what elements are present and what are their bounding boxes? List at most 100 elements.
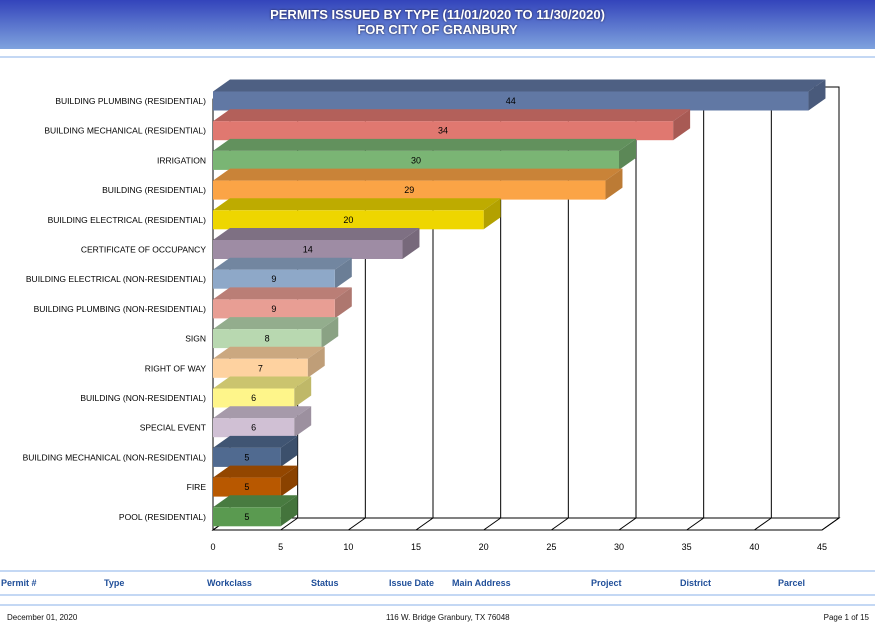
bar-value-label: 7 [258,363,263,373]
floor-gridline [483,517,501,531]
bar-value-label: 5 [244,512,249,522]
category-label: BUILDING ELECTRICAL (NON-RESIDENTIAL) [26,274,206,284]
bar-value-label: 14 [303,245,313,255]
permits-bar-chart: 0 5 10 15 20 25 30 35 40 45 44 BUILDING PLUMBING (R… [23,79,841,552]
bar [213,180,606,200]
bar-top [213,287,352,300]
bar-top [213,376,312,389]
bar-side [280,435,298,467]
bar-top [213,168,623,181]
col-type: Type [104,578,125,588]
bar-side [402,228,420,259]
bar [213,447,281,467]
bar-value-label: 20 [343,215,353,225]
bar-side [483,198,501,230]
report-title-line1: PERMITS ISSUED BY TYPE (11/01/2020 TO 11… [270,7,605,22]
bar [213,418,295,438]
bar [213,150,619,170]
bar [213,299,335,319]
bar-top [213,109,691,122]
bar-top [213,317,339,330]
bar [213,477,281,497]
bar-side [280,495,298,527]
divider [0,594,875,596]
bar-top [213,138,636,151]
divider [0,570,875,572]
footer-address: 116 W. Bridge Granbury, TX 76048 [386,613,510,622]
bar-value-label: 5 [244,482,249,492]
col-issue-date: Issue Date [389,578,435,588]
col-parcel: Parcel [778,578,806,588]
category-label: SPECIAL EVENT [140,423,206,433]
bar [213,121,674,141]
col-project: Project [591,578,622,588]
category-label: IRRIGATION [157,155,206,165]
x-tick-label: 35 [682,542,692,552]
col-workclass: Workclass [207,578,252,588]
bar-side [673,109,691,141]
bar [213,240,403,259]
bar-value-label: 34 [438,126,448,136]
floor-gridline [348,517,366,531]
bar-value-label: 6 [251,423,256,433]
bar-top [213,198,501,211]
bar-value-label: 30 [411,155,421,165]
x-tick-label: 10 [343,542,353,552]
x-tick-label: 40 [749,542,759,552]
category-label: BUILDING (RESIDENTIAL) [102,185,206,195]
category-label: BUILDING PLUMBING (NON-RESIDENTIAL) [34,304,207,314]
bar-top [213,435,298,448]
category-label: BUILDING (NON-RESIDENTIAL) [80,393,206,403]
bar-value-label: 9 [271,274,276,284]
bar [213,358,308,378]
bar-top [213,465,298,478]
floor [211,517,841,531]
bar-side [280,465,298,497]
bar-side [334,257,352,289]
footer-date: December 01, 2020 [7,613,78,622]
x-tick-label: 30 [614,542,624,552]
bar [213,91,809,111]
bar-value-label: 44 [506,96,516,106]
category-label: BUILDING MECHANICAL (NON-RESIDENTIAL) [23,452,207,462]
footer-page: Page 1 of 15 [823,613,869,622]
report-header: PERMITS ISSUED BY TYPE (11/01/2020 TO 11… [0,0,875,49]
bar-value-label: 29 [404,185,414,195]
floor-gridline [551,517,569,531]
bar [213,269,335,289]
bar-top [213,346,325,359]
floor-gridline [754,517,772,531]
bar-value-label: 6 [251,393,256,403]
bar-side [294,406,312,438]
floor-gridline [415,517,434,531]
col-status: Status [311,578,339,588]
bar-top [213,406,312,419]
floor-gridline [280,517,298,531]
category-label: BUILDING PLUMBING (RESIDENTIAL) [55,96,206,106]
bar-top [213,495,298,508]
bar-top [213,228,420,240]
bar [213,210,484,230]
bar [213,507,281,527]
category-label: BUILDING MECHANICAL (RESIDENTIAL) [44,126,206,136]
bar [213,329,322,349]
x-tick-label: 15 [411,542,421,552]
bar-top [213,79,826,92]
col-main-address: Main Address [452,578,511,588]
bar-side [321,317,339,349]
x-tick-label: 0 [210,542,215,552]
col-district: District [680,578,712,588]
report-title-line2: FOR CITY OF GRANBURY [357,22,518,37]
bar-side [605,168,623,200]
category-label: CERTIFICATE OF OCCUPANCY [81,245,206,255]
bar-value-label: 8 [265,334,270,344]
bar-side [334,287,352,319]
divider [0,604,875,606]
bar-side [619,138,636,170]
category-label: BUILDING ELECTRICAL (RESIDENTIAL) [48,215,207,225]
bar-side [307,346,325,378]
bar-side [294,376,312,408]
bar-side [808,79,826,111]
category-label: RIGHT OF WAY [145,363,207,373]
category-label: FIRE [187,482,207,492]
